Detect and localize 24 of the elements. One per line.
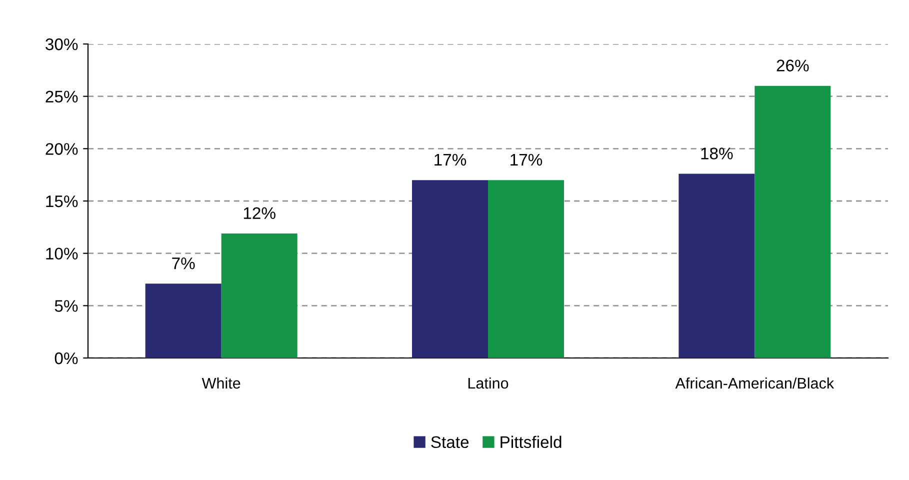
- data-label: 12%: [244, 207, 276, 219]
- legend-label: Pittsfield: [500, 436, 562, 448]
- data-label: 18%: [701, 148, 733, 160]
- bar: [221, 233, 298, 358]
- data-label: 17%: [510, 154, 542, 166]
- x-tick-label: White: [202, 377, 240, 389]
- bar: [678, 174, 755, 358]
- bar: [754, 86, 831, 358]
- bar: [488, 180, 564, 358]
- y-tick-label: 0%: [54, 352, 78, 364]
- y-tick-label: 10%: [46, 248, 78, 260]
- data-label: 17%: [434, 154, 466, 166]
- y-tick-label: 30%: [46, 38, 78, 50]
- bar: [145, 284, 222, 358]
- x-tick-label: Latino: [468, 377, 508, 389]
- legend-label: State: [431, 436, 469, 448]
- bar: [412, 180, 488, 358]
- y-tick-label: 15%: [46, 195, 78, 208]
- y-tick-label: 5%: [54, 300, 78, 312]
- data-label: 7%: [172, 258, 195, 270]
- x-tick-label: African-American/Black: [675, 377, 834, 389]
- y-tick-label: 25%: [46, 90, 78, 103]
- y-tick-label: 20%: [46, 143, 78, 155]
- data-label: 26%: [776, 60, 809, 72]
